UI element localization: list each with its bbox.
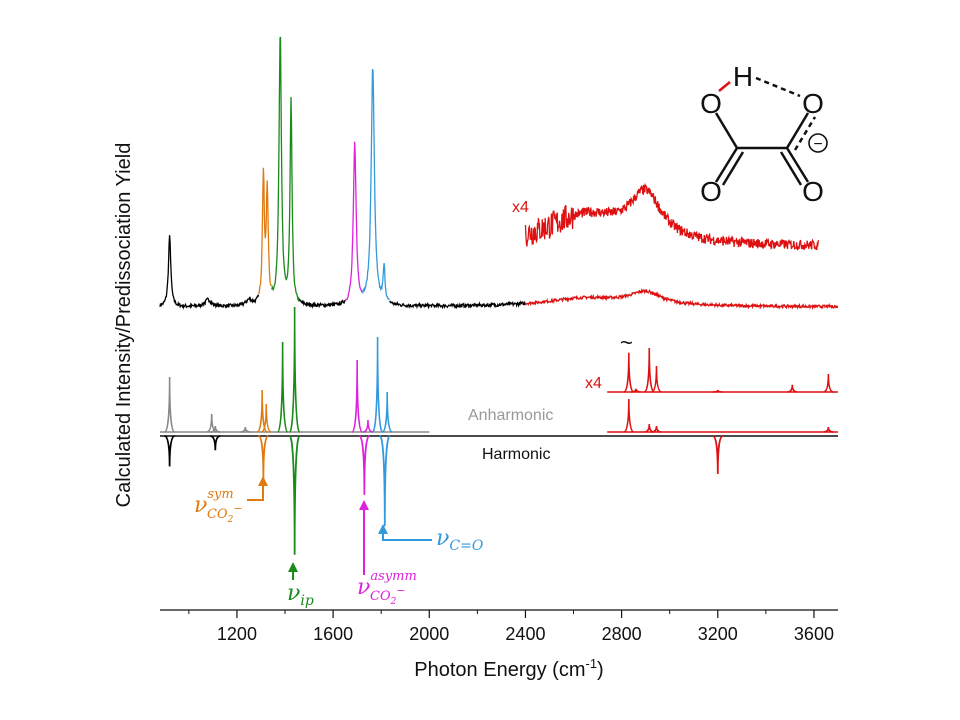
hydrogen-bond <box>755 76 801 98</box>
charge-sign: − <box>813 136 822 153</box>
harmonic-stick <box>378 435 391 527</box>
annotation-asymm-label: νasymm CO2− <box>357 569 417 607</box>
annotation-ip-label: νip <box>287 581 314 609</box>
bond-c2-o4-b <box>779 151 803 186</box>
bond-c2-o2 <box>785 112 810 149</box>
charge-circle <box>808 133 828 153</box>
anharmonic-x4-stick <box>787 384 798 393</box>
anharmonic-stick <box>651 425 662 433</box>
harmonic-stick <box>288 435 301 555</box>
anharmonic-x4-stick <box>643 347 655 393</box>
x-axis-title: Photon Energy (cm-1) <box>414 656 603 681</box>
annotation-sym: νsym CO2− <box>194 476 268 525</box>
oxalate-molecule: O O O O H − <box>700 61 828 207</box>
anharmonic-stick <box>260 403 272 433</box>
x-tick-label: 3600 <box>794 624 834 644</box>
atom-o2: O <box>802 88 824 119</box>
label-x4-experiment: x4 <box>512 199 529 216</box>
harmonic-stick <box>358 435 371 495</box>
bond-c1-o3-b <box>721 151 745 186</box>
anharmonic-stick <box>351 359 363 433</box>
anharmonic-stick <box>276 341 289 433</box>
x-tick-label: 2800 <box>602 624 642 644</box>
harmonic-stick <box>257 435 269 479</box>
anharmonic-stick <box>210 425 221 433</box>
anharmonic-x4-stick <box>823 373 834 393</box>
bond-o1-h <box>718 81 731 92</box>
annotation-sym-label: νsym CO2− <box>194 487 243 525</box>
anharmonic-x4-stick <box>623 352 635 393</box>
x-axis-ticks: 1200 1600 2000 2400 2800 3200 3600 <box>188 610 834 644</box>
anharmonic-x4-stick <box>712 389 723 393</box>
atom-o1: O <box>700 88 722 119</box>
experiment-trace-segment <box>257 167 273 295</box>
arrowhead-co <box>378 524 388 534</box>
x-tick-label: 3200 <box>698 624 738 644</box>
x-tick-label: 1200 <box>217 624 257 644</box>
bond-c1-o3-a <box>714 147 739 183</box>
arrow-sym <box>247 484 264 501</box>
label-harmonic: Harmonic <box>482 446 550 463</box>
label-tilde: ~ <box>620 330 633 355</box>
label-x4-anharmonic: x4 <box>585 375 602 392</box>
harmonic-stick <box>210 435 221 451</box>
anharmonic-x4-stick <box>651 365 662 393</box>
arrowhead-sym <box>258 476 268 486</box>
x-tick-label: 1600 <box>313 624 353 644</box>
annotation-ip: νip <box>287 562 314 609</box>
arrowhead-ip <box>288 562 298 572</box>
anharmonic-stick <box>823 426 834 433</box>
experiment-trace-segment <box>361 68 390 301</box>
annotation-co-label: νC=O <box>436 526 484 554</box>
anharmonic-stick <box>240 426 251 433</box>
harmonic-stick <box>712 435 724 475</box>
atom-o4: O <box>802 176 824 207</box>
experiment-trace-segment <box>389 300 526 310</box>
x-tick-label: 2400 <box>505 624 545 644</box>
arrowhead-asymm <box>359 500 369 510</box>
bond-c2-o2-dashed <box>793 116 817 151</box>
x-tick-label: 2000 <box>409 624 449 644</box>
anharmonic-stick <box>164 376 176 433</box>
anharmonic-stick <box>644 423 655 433</box>
anharmonic-stick <box>623 398 635 433</box>
experiment-trace-x4 <box>524 182 820 251</box>
label-anharmonic: Anharmonic <box>468 407 553 424</box>
anharmonic-stick <box>288 306 301 433</box>
annotation-asymm: νasymm CO2− <box>357 500 417 607</box>
atom-o3: O <box>700 176 722 207</box>
experiment-trace-segment <box>159 235 260 310</box>
annotation-co: νC=O <box>378 524 484 554</box>
experiment-trace-segment <box>298 298 346 309</box>
experiment-trace-segment <box>524 287 839 310</box>
arrow-co <box>382 532 432 541</box>
anharmonic-stick <box>371 336 384 433</box>
spectra-traces <box>159 36 839 555</box>
anharmonic-x4-stick <box>631 388 642 393</box>
experiment-trace-segment <box>271 36 300 302</box>
y-axis-title: Calculated Intensity/Predissociation Yie… <box>113 143 135 508</box>
bond-c2-o4-a <box>785 147 810 183</box>
anharmonic-stick <box>381 391 393 433</box>
bond-c1-o1 <box>714 112 739 149</box>
experiment-trace-segment <box>344 141 363 302</box>
harmonic-stick <box>164 435 175 467</box>
atom-h: H <box>733 61 753 92</box>
anharmonic-stick <box>362 419 374 433</box>
x-axis: 1200 1600 2000 2400 2800 3200 3600 <box>160 609 838 644</box>
